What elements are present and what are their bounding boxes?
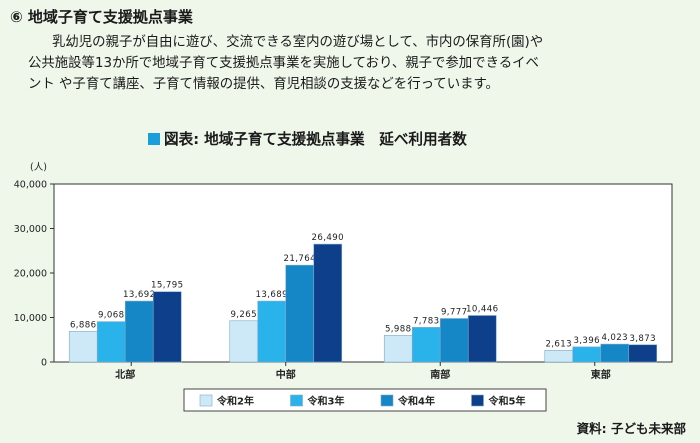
y-tick-label: 40,000 (14, 180, 47, 191)
legend-label: 令和2年 (216, 395, 254, 408)
data-label: 26,490 (312, 233, 344, 243)
paragraph-line-3: ント や子育て講座、子育て情報の提供、育児相談の支援などを行っています。 (28, 77, 499, 92)
paragraph-line-2: 公共施設等13か所で地域子育て支援拠点事業を実施しており、親子で参加できるイベ (28, 56, 539, 71)
bar (96, 321, 126, 363)
data-label: 9,777 (441, 307, 468, 317)
data-label: 10,446 (466, 305, 498, 315)
section-heading: ⑥ 地域子育て支援拠点事業 (10, 8, 193, 26)
legend-swatch (380, 394, 394, 407)
bar (572, 346, 602, 363)
legend-box (183, 388, 547, 412)
y-tick-label: 20,000 (14, 269, 47, 280)
bar (628, 344, 658, 363)
bar (313, 243, 343, 363)
title-square-icon (148, 133, 160, 145)
bar (124, 300, 154, 363)
y-unit-label: (人) (30, 162, 47, 173)
bar (152, 291, 182, 363)
category-label: 北部 (115, 368, 135, 381)
bar (600, 343, 630, 363)
category-label: 東部 (591, 368, 611, 381)
bar (411, 327, 441, 363)
bar (383, 335, 413, 363)
legend-swatch (290, 394, 303, 407)
paragraph-line-1: 乳幼児の親子が自由に遊び、交流できる室内の遊び場として、市内の保育所(園)や (52, 35, 544, 50)
data-label: 2,613 (545, 339, 572, 349)
chart-title: 図表: 地域子育て支援拠点事業 延べ利用者数 (148, 128, 467, 149)
source-note: 資料: 子ども未来部 (576, 421, 686, 436)
y-tick-label: 30,000 (14, 224, 47, 235)
data-label: 9,265 (230, 310, 257, 320)
data-label: 15,795 (151, 281, 183, 291)
category-label: 中部 (276, 368, 296, 381)
bar (285, 264, 315, 363)
y-tick-label: 10,000 (14, 313, 47, 324)
data-label: 5,988 (385, 324, 412, 334)
chart-title-text: 図表: 地域子育て支援拠点事業 延べ利用者数 (164, 131, 467, 148)
legend-label: 令和3年 (307, 395, 345, 408)
bar (467, 315, 497, 363)
bar (544, 350, 574, 363)
bar (439, 318, 469, 363)
bar (257, 300, 287, 363)
y-tick-label: 0 (41, 358, 47, 369)
data-label: 9,068 (98, 311, 125, 321)
bar (68, 331, 98, 363)
data-label: 3,396 (573, 336, 600, 346)
data-label: 7,783 (413, 316, 440, 326)
legend-swatch (471, 394, 484, 407)
data-label: 4,023 (601, 333, 628, 343)
category-label: 南部 (430, 368, 450, 381)
data-label: 21,764 (284, 254, 316, 264)
legend-label: 令和5年 (488, 395, 526, 408)
data-label: 13,689 (256, 290, 288, 300)
legend-label: 令和4年 (397, 395, 435, 408)
bar (229, 320, 259, 363)
description-paragraph: 乳幼児の親子が自由に遊び、交流できる室内の遊び場として、市内の保育所(園)や 公… (28, 32, 688, 95)
data-label: 6,886 (70, 320, 97, 330)
data-label: 3,873 (629, 334, 656, 344)
legend-swatch (199, 394, 213, 407)
data-label: 13,692 (123, 290, 155, 300)
